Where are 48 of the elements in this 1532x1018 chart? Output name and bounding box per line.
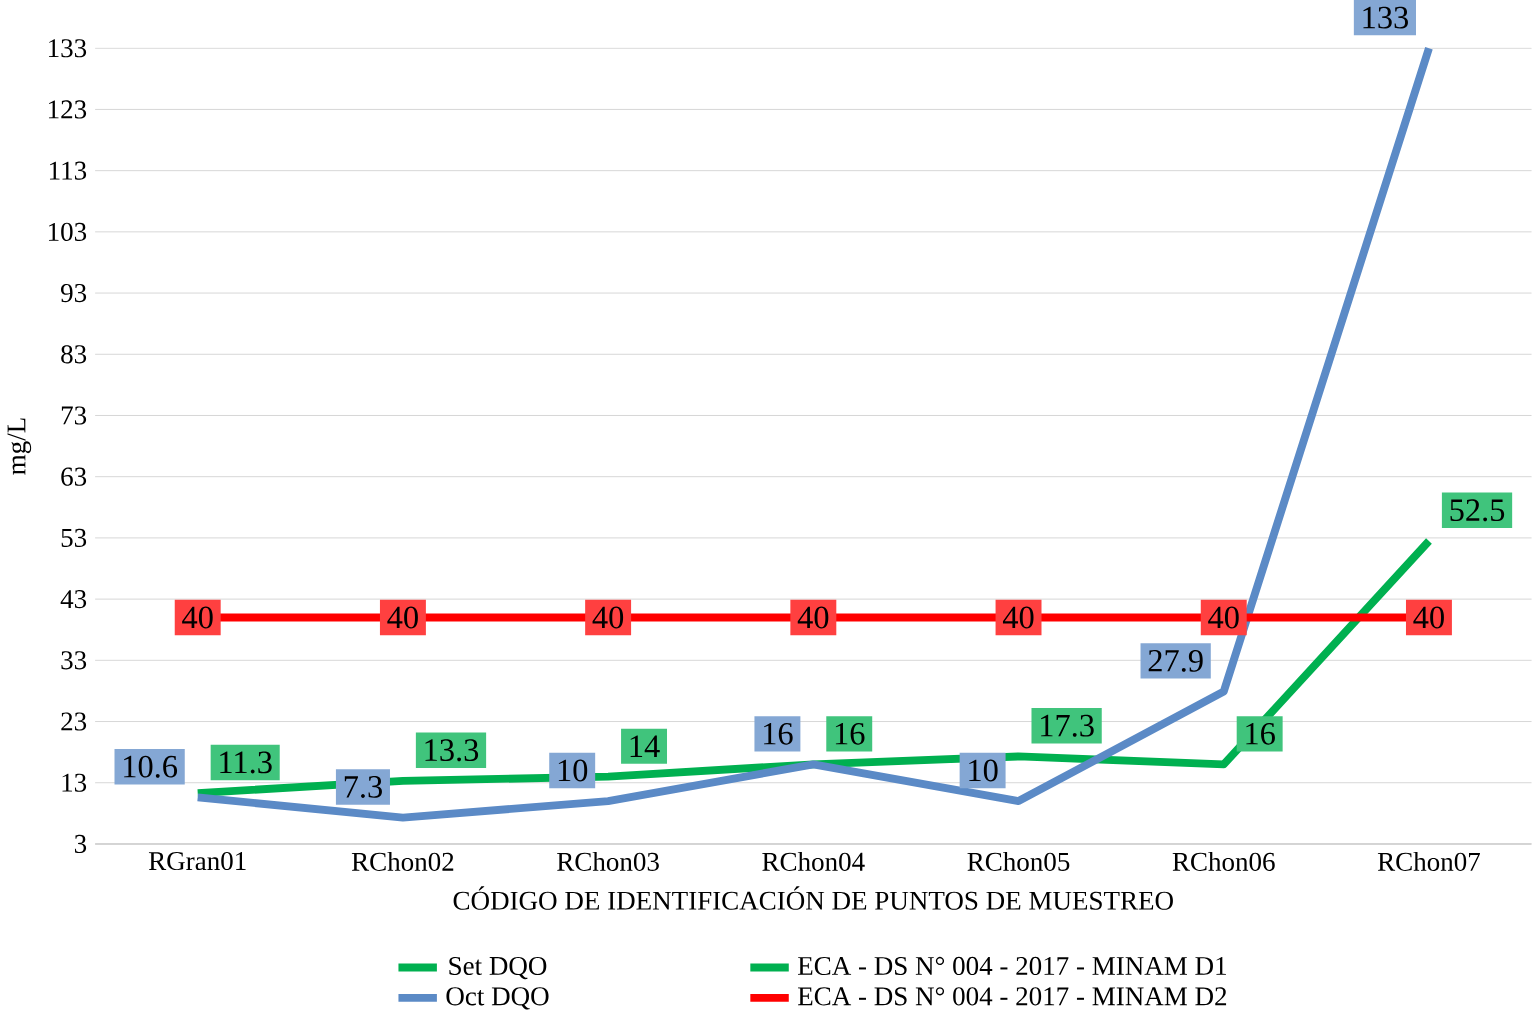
y-tick-label: 83 — [61, 345, 87, 364]
x-tick-label: RChon03 — [557, 852, 659, 872]
data-label: 40 — [592, 606, 624, 629]
data-label: 17.3 — [1041, 715, 1094, 737]
data-label: 40 — [1208, 606, 1239, 629]
x-axis-title: CÓDIGO DE IDENTIFICACIÓN DE PUNTOS DE MUESTREO — [453, 886, 1173, 911]
data-label: 7.3 — [344, 776, 382, 799]
y-tick-label: 123 — [48, 100, 87, 119]
data-label: 16 — [835, 723, 865, 745]
data-label: 10.6 — [124, 755, 178, 778]
x-tick-label: RChon07 — [1377, 852, 1480, 872]
y-tick-label: 3 — [74, 835, 87, 854]
y-tick-label: 133 — [48, 39, 87, 58]
legend-label: ECA - DS N° 004 - 2017 - MINAM D1 — [798, 957, 1226, 976]
y-tick-label: 113 — [49, 161, 87, 180]
data-label: 16 — [764, 723, 793, 745]
data-label: 10 — [969, 759, 998, 782]
y-tick-label: 53 — [61, 529, 87, 548]
x-tick-label: RChon06 — [1172, 852, 1275, 872]
y-tick-label: 63 — [61, 467, 87, 486]
data-label: 40 — [797, 606, 829, 629]
y-tick-label: 73 — [61, 406, 87, 425]
data-label: 40 — [1413, 606, 1444, 629]
x-tick-label: RChon05 — [967, 852, 1070, 872]
data-label: 16 — [1246, 723, 1275, 745]
data-label: 52.5 — [1450, 499, 1505, 522]
data-label: 40 — [387, 606, 418, 629]
data-label: 10 — [558, 759, 588, 782]
legend-label: Oct DQO — [446, 987, 549, 1010]
legend-label: ECA - DS N° 004 - 2017 - MINAM D2 — [798, 987, 1227, 1006]
legend-label: Set DQO — [449, 957, 547, 980]
y-tick-label: 13 — [62, 773, 87, 793]
data-label: 11.3 — [220, 751, 272, 774]
y-tick-label: 33 — [61, 651, 87, 670]
y-tick-label: 93 — [61, 284, 87, 303]
x-tick-label: RGran01 — [148, 852, 246, 871]
y-tick-label: 103 — [48, 222, 87, 242]
data-label: 40 — [182, 606, 213, 629]
x-tick-label: RChon02 — [351, 852, 454, 872]
data-label: 14 — [630, 735, 660, 758]
y-tick-label: 23 — [61, 712, 87, 731]
y-tick-label: 43 — [60, 590, 87, 609]
y-axis-title: mg/L — [7, 418, 32, 476]
data-label: 27.9 — [1148, 650, 1203, 673]
data-label: 13.3 — [425, 739, 479, 762]
data-label: 133 — [1363, 6, 1408, 29]
x-tick-label: RChon04 — [762, 852, 865, 872]
data-label: 40 — [1002, 606, 1034, 629]
